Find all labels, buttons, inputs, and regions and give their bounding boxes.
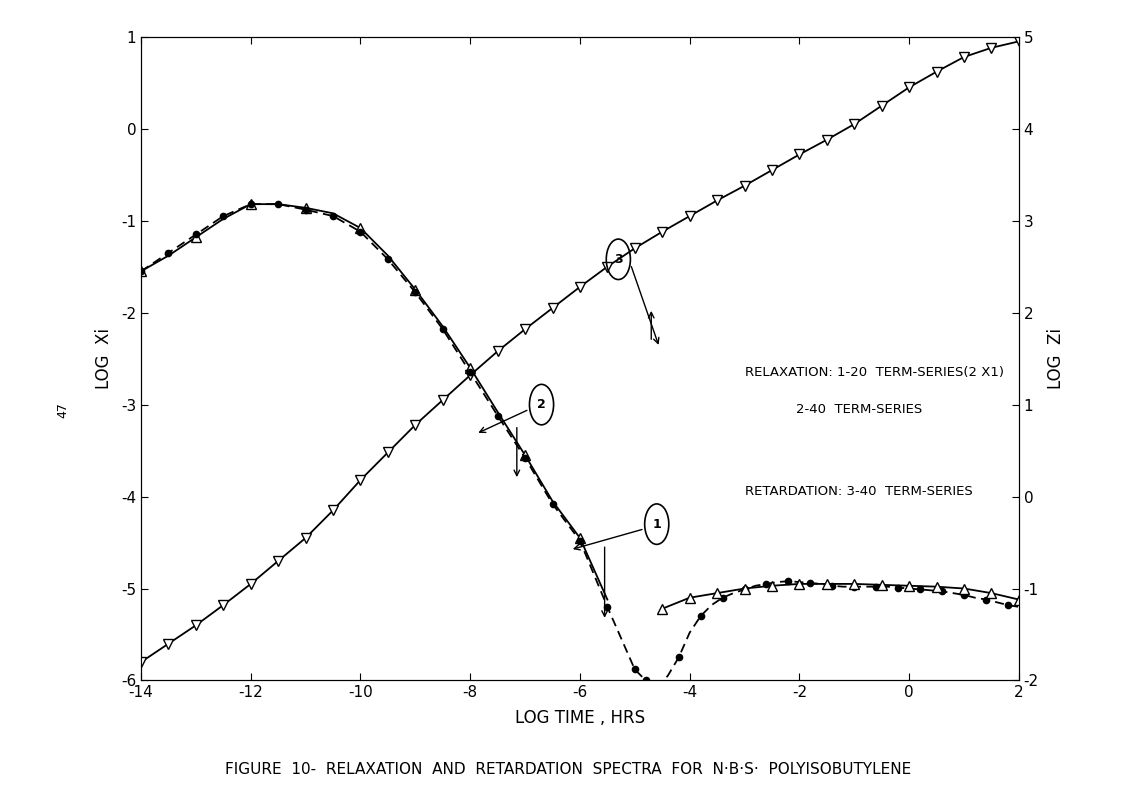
Text: 47: 47 — [56, 402, 69, 418]
X-axis label: LOG TIME , HRS: LOG TIME , HRS — [515, 709, 645, 727]
Y-axis label: LOG  Xi: LOG Xi — [94, 328, 113, 389]
Text: 1: 1 — [653, 518, 661, 531]
Text: 2-40  TERM-SERIES: 2-40 TERM-SERIES — [745, 402, 922, 416]
Text: RELAXATION: 1-20  TERM-SERIES(2 X1): RELAXATION: 1-20 TERM-SERIES(2 X1) — [745, 366, 1004, 379]
Text: RETARDATION: 3-40  TERM-SERIES: RETARDATION: 3-40 TERM-SERIES — [745, 485, 972, 499]
Text: FIGURE  10-  RELAXATION  AND  RETARDATION  SPECTRA  FOR  N·B·S·  POLYISOBUTYLENE: FIGURE 10- RELAXATION AND RETARDATION SP… — [225, 762, 912, 777]
Text: 2: 2 — [537, 398, 546, 411]
Y-axis label: LOG  Zi: LOG Zi — [1047, 328, 1065, 389]
Text: 3: 3 — [614, 252, 623, 266]
